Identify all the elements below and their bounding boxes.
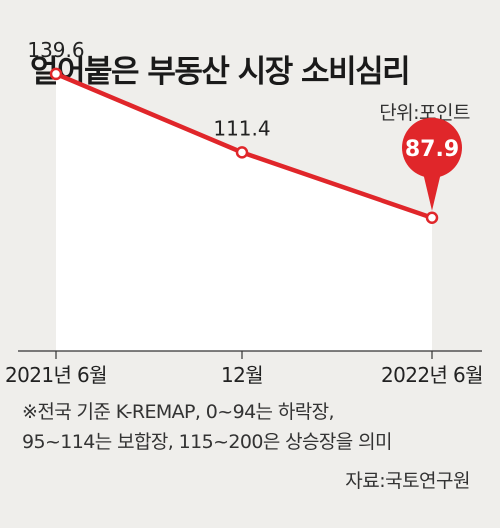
x-tick-label: 2021년 6월 — [5, 363, 107, 387]
data-label: 139.6 — [27, 38, 84, 62]
source-label: 자료:국토연구원 — [345, 470, 470, 492]
highlight-callout-bubble — [402, 117, 462, 178]
highlight-callout-pointer — [423, 172, 441, 211]
unit-label: 단위:포인트 — [379, 102, 470, 124]
data-label: 111.4 — [213, 116, 270, 140]
chart-area: 139.6 111.4 87.9 2021년 6월 12월 2022년 6월 — [5, 38, 484, 387]
chart-title: 얼어붙은 부동산 시장 소비심리 — [30, 54, 411, 90]
data-label: 87.9 — [405, 137, 459, 162]
data-point — [49, 67, 63, 81]
data-point — [425, 211, 439, 225]
area-fill — [56, 73, 432, 351]
x-tick-label: 2022년 6월 — [381, 363, 483, 387]
data-point — [235, 146, 249, 159]
footnote: ※전국 기준 K-REMAP, 0~94는 하락장, 95~114는 보합장, … — [22, 401, 393, 453]
x-tick-label: 12월 — [221, 363, 263, 387]
